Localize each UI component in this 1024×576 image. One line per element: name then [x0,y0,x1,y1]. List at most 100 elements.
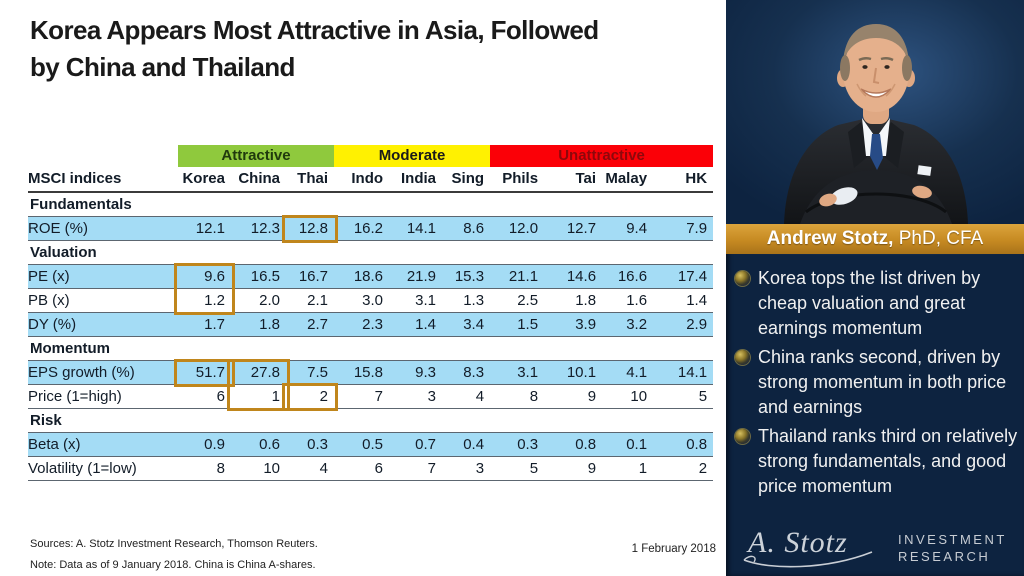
table-cell: 7.9 [653,216,714,241]
table-cell: 1 [271,388,280,405]
table-cell: 1 [638,460,648,477]
table-cell: 9 [587,388,597,405]
section-row-valuation: Valuation [28,240,714,265]
column-header-korea: Korea [182,170,225,187]
table-cell: 10 [630,388,648,405]
bullet-item: Thailand ranks third on relatively stron… [735,424,1019,499]
bullet-text: Korea tops the list driven by cheap valu… [758,268,981,338]
table-cell: 27.8 [231,360,286,385]
main-content: Korea Appears Most Attractive in Asia, F… [28,12,716,576]
table-cell: 0.3 [286,432,335,457]
section-label: Risk [30,412,62,429]
table-cell: 3 [427,388,437,405]
table-cell: 3.1 [490,360,545,385]
column-header-hk: HK [685,170,708,187]
table-cell: 7 [427,460,437,477]
table-cell: 17.4 [653,264,714,289]
section-label: Valuation [30,244,97,261]
table-cell: 5 [698,388,708,405]
table-cell: 14.6 [544,264,603,289]
row-label: Beta (x) [28,432,178,457]
table-cell: 0.5 [334,432,390,457]
table-cell: 0.9 [178,432,231,457]
table-cell: 14.1 [389,216,443,241]
band-row: Attractive Moderate Unattractive [28,145,714,167]
row-label: DY (%) [28,312,178,337]
section-row-risk: Risk [28,408,714,433]
table-row: PE (x) 9.6 16.5 16.7 18.6 21.9 15.3 21.1 14.6 16.… [28,264,714,289]
table-row: PB (x) 1.2 2.0 2.1 3.0 3.1 1.3 2.5 1.8 1.6 1.4 [28,288,714,313]
table-cell: 0.3 [490,432,545,457]
table-cell: 8.3 [442,360,491,385]
table-cell: 9.3 [389,360,443,385]
table-cell: 0.7 [389,432,443,457]
table-cell: 3.9 [544,312,603,337]
row-label: PE (x) [28,264,178,289]
author-banner: Andrew Stotz, PhD, CFA [726,224,1024,254]
table-cell: 1.5 [490,312,545,337]
page-title: Korea Appears Most Attractive in Asia, F… [30,12,599,86]
table-row: EPS growth (%) 51.7 27.8 7.5 15.8 9.3 8.3 3.1 10… [28,360,714,385]
table-cell: 3 [475,460,485,477]
table-cell: 1.7 [178,312,231,337]
note-line: Note: Data as of 9 January 2018. China i… [30,559,316,571]
signature-flourish-icon [743,551,873,568]
table-cell: 4.1 [602,360,654,385]
table-cell: 1.8 [231,312,286,337]
row-label: Volatility (1=low) [28,460,137,477]
stotz-logo: A. Stotz INVESTMENT RESEARCH [740,524,1016,572]
column-header-malay: Malay [605,170,648,187]
table-cell: 9 [587,460,597,477]
table-cell: 1.8 [575,292,597,309]
footnotes: Sources: A. Stotz Investment Research, T… [30,534,318,576]
slide-date: 1 February 2018 [631,543,716,555]
row-label: PB (x) [28,292,70,309]
table-cell: 16.2 [334,216,390,241]
table-cell: 1.3 [463,292,485,309]
table-cell: 1.4 [686,292,708,309]
table-cell: 6 [374,460,384,477]
band-moderate: Moderate [334,145,491,167]
table-cell: 9.4 [602,216,654,241]
table-cell: 12.8 [286,216,335,241]
sidebar: Andrew Stotz, PhD, CFA Korea tops the li… [726,0,1024,576]
section-label: Momentum [30,340,110,357]
table-cell: 12.0 [490,216,545,241]
column-header-indo: Indo [351,170,384,187]
table-cell: 3.4 [442,312,491,337]
table-cell: 18.6 [334,264,390,289]
table-cell: 7 [374,388,384,405]
column-header-india: India [401,170,437,187]
table-cell: 51.7 [178,360,231,385]
table-cell: 21.9 [389,264,443,289]
table-cell: 2.0 [259,292,280,309]
table-cell: 3.2 [602,312,654,337]
table-cell: 2.9 [653,312,714,337]
column-header-phils: Phils [502,170,539,187]
table-cell: 14.1 [653,360,714,385]
table-cell: 2 [319,388,329,405]
logo-signature-box: A. Stotz [740,524,890,572]
table-row: Beta (x) 0.9 0.6 0.3 0.5 0.7 0.4 0.3 0.8 0.1 0.8 [28,432,714,457]
table-cell: 9.6 [178,264,231,289]
sphere-bullet-icon [735,271,750,286]
logo-signature-text: A. Stotz [748,526,848,559]
table-cell: 15.8 [334,360,390,385]
table-row: ROE (%) 12.1 12.3 12.8 16.2 14.1 8.6 12.0 12.7 9.… [28,216,714,241]
table-cell: 2.7 [286,312,335,337]
logo-wordmark: INVESTMENT RESEARCH [890,531,1007,565]
table-cell: 12.7 [544,216,603,241]
table-cell: 16.7 [286,264,335,289]
band-spacer [28,145,178,167]
table-cell: 12.1 [178,216,231,241]
table-cell: 1.4 [389,312,443,337]
bullet-item: China ranks second, driven by strong mom… [735,345,1019,420]
bullet-list: Korea tops the list driven by cheap valu… [735,266,1019,503]
table-cell: 7.5 [286,360,335,385]
table-row: DY (%) 1.7 1.8 2.7 2.3 1.4 3.4 1.5 3.9 3.2 2.9 [28,312,714,337]
table-cell: 15.3 [442,264,491,289]
banner-shine [726,254,1024,270]
table-cell: 16.6 [602,264,654,289]
logo-line-research: RESEARCH [898,549,991,564]
